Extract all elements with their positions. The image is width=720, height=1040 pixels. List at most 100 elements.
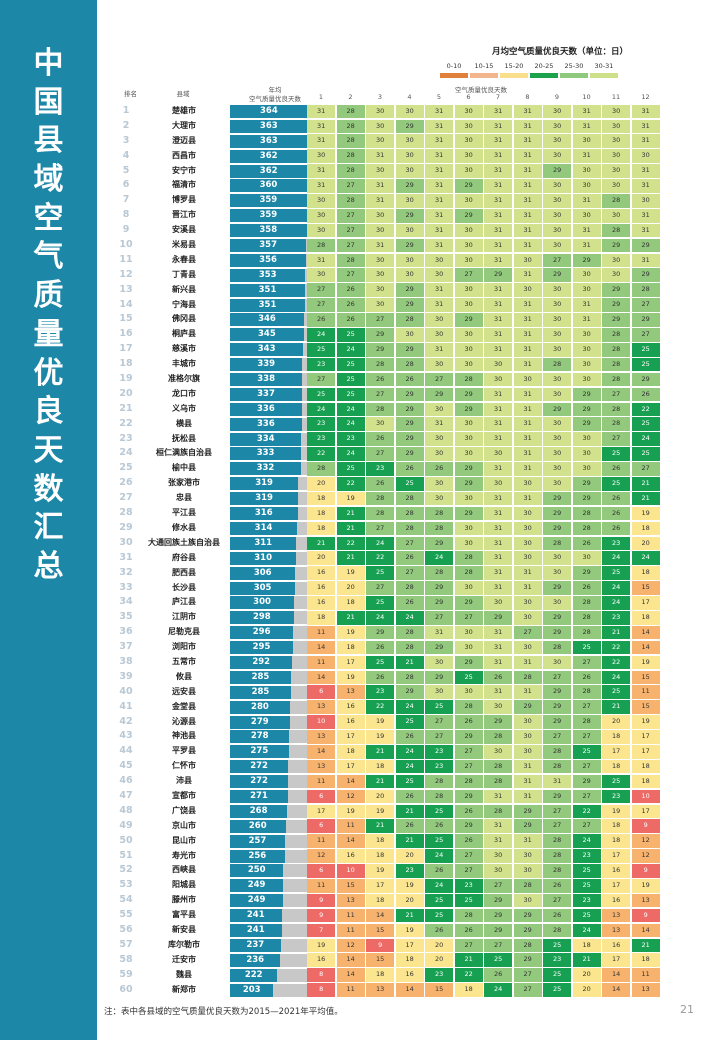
rank-header: 排名 — [124, 90, 137, 98]
annual-bar — [230, 209, 307, 223]
rank-cell: 28 — [119, 507, 133, 519]
annual-bar — [230, 134, 308, 148]
month-cell: 20 — [572, 968, 601, 982]
month-cell: 17 — [307, 804, 336, 819]
month-cell: 28 — [513, 938, 542, 953]
month-cell: 11 — [307, 879, 336, 893]
month-cell: 29 — [631, 268, 660, 283]
month-cell: 18 — [631, 759, 660, 774]
month-cell: 29 — [572, 491, 601, 506]
month-cell: 29 — [454, 387, 483, 402]
annual-bar — [230, 745, 289, 759]
month-cell: 30 — [484, 596, 513, 610]
month-cell: 30 — [454, 328, 483, 342]
table-row: 31 府谷县 310 20 21 22 26 24 28 31 30 30 30 24 24 — [100, 551, 670, 566]
month-cell: 27 — [454, 610, 483, 625]
month-cell: 14 — [395, 983, 424, 997]
month-cell: 27 — [513, 983, 542, 997]
annual-bar — [230, 819, 286, 833]
month-cell: 30 — [572, 208, 601, 223]
month-cell: 31 — [425, 283, 454, 297]
month-cell: 21 — [336, 551, 365, 565]
month-cell: 15 — [425, 983, 454, 997]
month-cell: 30 — [454, 253, 483, 268]
month-cell: 28 — [425, 566, 454, 580]
month-cell: 31 — [484, 253, 513, 268]
side-title-char: 国 — [33, 84, 64, 120]
month-cell: 23 — [366, 685, 395, 700]
month-cell: 30 — [395, 164, 424, 178]
annual-bar — [230, 119, 308, 133]
month-cell: 31 — [307, 104, 336, 119]
month-cell: 31 — [425, 104, 454, 119]
side-title-char: 量 — [33, 316, 64, 352]
month-cell: 29 — [543, 685, 572, 700]
county-name: 昆山市 — [172, 835, 196, 845]
month-cell: 13 — [336, 685, 365, 700]
month-header: 1 — [318, 93, 324, 101]
month-cell: 30 — [454, 194, 483, 208]
month-cell: 27 — [366, 313, 395, 327]
month-cell: 16 — [307, 596, 336, 610]
month-cell: 27 — [543, 730, 572, 744]
month-cell: 29 — [395, 208, 424, 223]
month-cell: 28 — [395, 357, 424, 372]
month-cell: 29 — [454, 789, 483, 804]
month-cell: 19 — [336, 625, 365, 640]
month-cell: 29 — [425, 387, 454, 402]
month-cell: 30 — [572, 179, 601, 193]
month-cell: 24 — [336, 417, 365, 431]
month-cell: 30 — [484, 372, 513, 387]
rank-cell: 31 — [119, 551, 133, 563]
month-cell: 31 — [513, 655, 542, 670]
month-cell: 21 — [336, 610, 365, 625]
month-cell: 25 — [572, 744, 601, 759]
legend-item: 0-10 — [440, 62, 468, 78]
rank-cell: 11 — [119, 253, 133, 265]
month-cell: 31 — [425, 223, 454, 238]
month-cell: 20 — [366, 789, 395, 804]
month-cell: 31 — [484, 536, 513, 551]
rank-cell: 46 — [119, 775, 133, 787]
month-cell: 30 — [454, 640, 483, 655]
annual-bar — [230, 715, 290, 729]
month-cell: 28 — [572, 610, 601, 625]
month-cell: 20 — [425, 938, 454, 953]
month-cell: 12 — [631, 849, 660, 863]
month-cell: 30 — [395, 194, 424, 208]
month-cell: 28 — [543, 640, 572, 655]
month-cell: 31 — [513, 387, 542, 402]
month-cell: 28 — [484, 774, 513, 789]
month-cell: 29 — [572, 253, 601, 268]
month-cell: 29 — [484, 610, 513, 625]
month-cell: 8 — [307, 983, 336, 997]
annual-value: 249 — [247, 895, 266, 906]
month-cell: 30 — [543, 387, 572, 402]
rank-cell: 9 — [122, 224, 130, 236]
month-cell: 30 — [543, 417, 572, 431]
legend-swatch — [560, 73, 588, 78]
month-cell: 30 — [366, 253, 395, 268]
month-cell: 22 — [572, 804, 601, 819]
annual-bar — [230, 164, 308, 178]
table-row: 44 平罗县 275 14 18 21 24 23 27 30 30 28 25 17 17 — [100, 744, 670, 759]
month-cell: 30 — [425, 685, 454, 700]
county-header: 县域 — [176, 90, 190, 98]
month-cell: 20 — [425, 953, 454, 968]
month-cell: 28 — [336, 194, 365, 208]
rank-cell: 50 — [119, 834, 133, 846]
month-cell: 25 — [336, 372, 365, 387]
month-cell: 22 — [602, 655, 631, 670]
month-cell: 25 — [425, 893, 454, 908]
month-cell: 30 — [513, 551, 542, 565]
annual-bar — [230, 358, 303, 372]
month-cell: 29 — [395, 685, 424, 700]
month-cell: 31 — [484, 164, 513, 178]
table-row: 11 永春县 356 31 28 30 30 30 30 31 30 27 29 30 31 — [100, 253, 670, 268]
annual-value: 360 — [259, 180, 278, 191]
table-row: 19 准格尔旗 338 27 25 26 26 27 28 30 30 30 30 28 29 — [100, 372, 670, 387]
month-cell: 30 — [543, 566, 572, 580]
month-cell: 14 — [307, 744, 336, 759]
month-cell: 15 — [631, 700, 660, 714]
table-row: 51 寿光市 256 12 16 18 20 24 27 30 30 28 23 17 12 — [100, 849, 670, 864]
